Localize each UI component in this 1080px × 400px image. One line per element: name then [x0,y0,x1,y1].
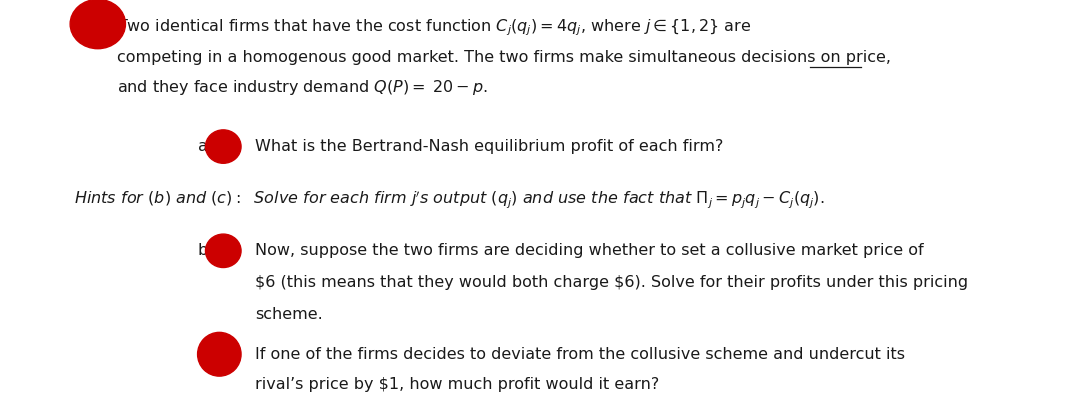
Text: c.: c. [198,347,212,362]
Text: rival’s price by \$1, how much profit would it earn?: rival’s price by \$1, how much profit wo… [255,377,659,392]
Text: 6.: 6. [75,20,90,36]
Text: and they face industry demand $Q(P) =\; 20 - p$.: and they face industry demand $Q(P) =\; … [117,78,487,97]
Text: scheme.: scheme. [255,307,323,322]
Text: If one of the firms decides to deviate from the collusive scheme and undercut it: If one of the firms decides to deviate f… [255,347,905,362]
Text: Now, suppose the two firms are deciding whether to set a collusive market price : Now, suppose the two firms are deciding … [255,243,923,258]
Text: b.: b. [198,243,213,258]
Text: competing in a homogenous good market. The two firms make simultaneous decisions: competing in a homogenous good market. T… [117,50,891,64]
Text: a.: a. [198,139,213,154]
Ellipse shape [205,130,241,163]
Text: $\it{Hints\ for\ (b)\ and\ (c):}$  $\it{Solve\ for\ each\ firm\ j}$$\it{'s\ outp: $\it{Hints\ for\ (b)\ and\ (c):}$ $\it{S… [75,188,825,210]
Text: \$6 (this means that they would both charge \$6). Solve for their profits under : \$6 (this means that they would both cha… [255,275,968,290]
Ellipse shape [70,0,125,49]
Text: Two identical firms that have the cost function $C_j(q_j) = 4q_j$, where $j \in : Two identical firms that have the cost f… [117,18,751,38]
Ellipse shape [205,234,241,268]
Ellipse shape [198,332,241,376]
Text: What is the Bertrand-Nash equilibrium profit of each firm?: What is the Bertrand-Nash equilibrium pr… [255,139,724,154]
